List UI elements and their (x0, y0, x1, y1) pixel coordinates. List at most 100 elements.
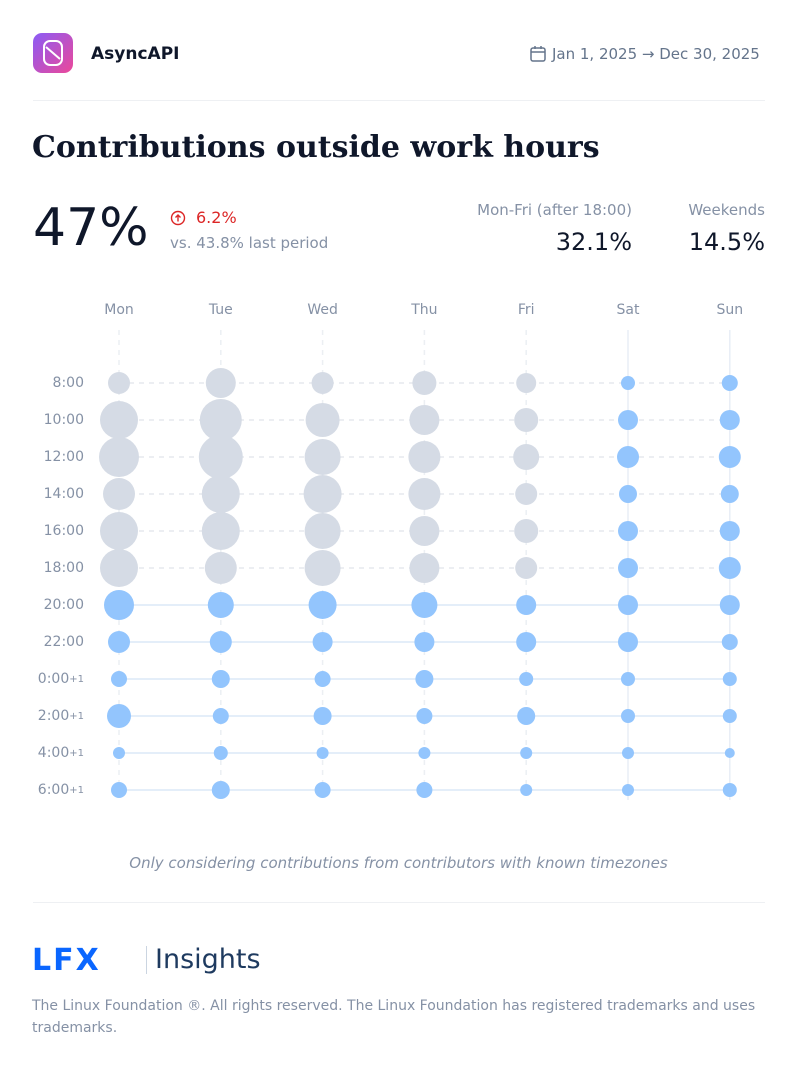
bubble (100, 512, 138, 550)
calendar-icon (530, 46, 546, 62)
bubble (304, 439, 341, 475)
bubble (412, 371, 437, 395)
bubble (720, 485, 739, 503)
day-offset: +1 (69, 674, 84, 685)
x-label: Mon (104, 302, 134, 318)
x-label: Thu (410, 302, 437, 318)
copyright: The Linux Foundation ®. All rights reser… (32, 998, 756, 1036)
hour-text: 6:00 (38, 782, 69, 798)
bubble (721, 634, 738, 650)
bubble (409, 405, 440, 435)
y-label: 18:00 (44, 560, 84, 576)
bubble (418, 747, 431, 759)
bubble (621, 672, 635, 686)
bubble (108, 372, 130, 394)
bubble (724, 748, 735, 758)
bubble (99, 437, 139, 477)
bubble (514, 519, 539, 543)
bubble (304, 513, 341, 549)
bubble (103, 478, 135, 510)
bubble (718, 446, 741, 468)
bubble (213, 746, 228, 760)
bubble (617, 446, 639, 468)
bubble (303, 475, 342, 513)
project-name: AsyncAPI (91, 44, 180, 64)
bubble (618, 410, 638, 430)
y-label: 22:00 (44, 634, 84, 650)
bubble (314, 671, 331, 687)
hour-text: 10:00 (44, 412, 84, 428)
bubble (721, 375, 738, 391)
bubble (312, 632, 333, 652)
project-logo (33, 33, 73, 73)
bubble (212, 708, 229, 724)
total-percent: 47% (33, 198, 149, 258)
bubble (414, 632, 435, 652)
y-label: 2:00+1 (38, 708, 84, 724)
bubble (618, 595, 638, 615)
day-offset: +1 (69, 748, 84, 759)
stat-label: Weekends (688, 201, 765, 219)
bubble (209, 631, 232, 653)
bubble (416, 782, 433, 798)
title: Contributions outside work hours (32, 130, 600, 165)
bubble (409, 553, 440, 583)
x-label: Wed (307, 302, 338, 318)
bubble (619, 485, 637, 503)
bubble (311, 372, 334, 394)
bubble (199, 399, 242, 441)
bubble (621, 376, 635, 390)
bubble (516, 595, 537, 615)
bubble (107, 704, 131, 728)
x-label: Tue (208, 302, 233, 318)
bubble (108, 631, 130, 653)
bubble (204, 552, 237, 584)
bubble (519, 672, 534, 686)
bubble (722, 783, 737, 797)
bubble (515, 483, 538, 505)
x-label: Sat (617, 302, 640, 318)
bubble (308, 591, 337, 619)
bubble (516, 373, 537, 393)
hour-text: 20:00 (44, 597, 84, 613)
bubble (719, 595, 740, 615)
bubble (205, 368, 236, 398)
logo-glyph (43, 40, 63, 66)
bubble (201, 512, 240, 550)
x-label: Fri (518, 302, 535, 318)
bubble (313, 707, 332, 725)
note: Only considering contributions from cont… (129, 854, 668, 872)
day-offset: +1 (69, 785, 84, 796)
bubble (411, 592, 438, 618)
bubble (520, 747, 533, 759)
bubble (314, 782, 331, 798)
insights-label: Insights (155, 944, 261, 975)
y-label: 6:00+1 (38, 782, 84, 798)
bubble (211, 781, 230, 799)
bubble (100, 401, 138, 439)
x-label: Sun (716, 302, 743, 318)
bubble (113, 747, 125, 759)
bubble (408, 478, 441, 510)
y-label: 12:00 (44, 449, 84, 465)
bubble (517, 707, 536, 725)
stat-label: Mon-Fri (after 18:00) (477, 201, 632, 219)
hour-text: 18:00 (44, 560, 84, 576)
hour-text: 4:00 (38, 745, 69, 761)
y-label: 10:00 (44, 412, 84, 428)
hour-text: 22:00 (44, 634, 84, 650)
hour-text: 0:00 (38, 671, 69, 687)
bubble (415, 670, 434, 688)
change-value: 6.2% (196, 208, 237, 227)
bubble (104, 590, 134, 620)
bubble (514, 408, 539, 432)
bubble (201, 475, 240, 513)
bubble (622, 784, 634, 796)
y-label: 16:00 (44, 523, 84, 539)
bubble (409, 516, 440, 546)
y-label: 0:00+1 (38, 671, 84, 687)
y-label: 20:00 (44, 597, 84, 613)
change-icon (170, 210, 186, 226)
bubble (198, 435, 243, 479)
bubble (111, 671, 127, 687)
